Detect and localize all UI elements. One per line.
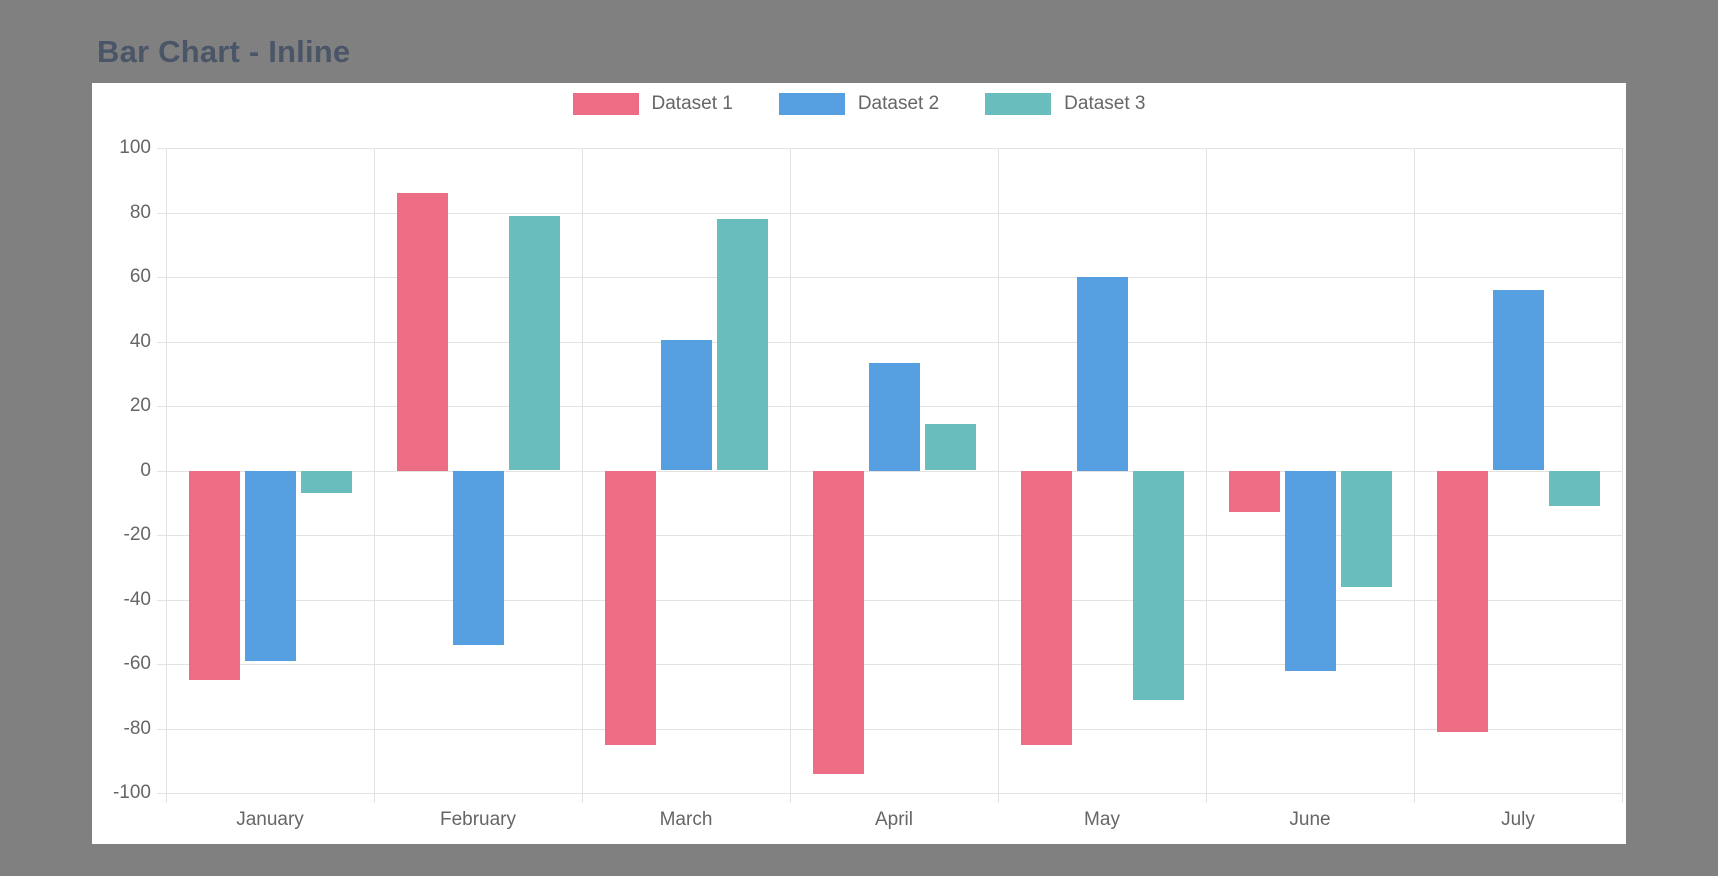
- x-gridline: [374, 148, 375, 803]
- bar-dataset-2-february[interactable]: [453, 470, 504, 645]
- bar-dataset-1-may[interactable]: [1021, 470, 1072, 745]
- y-gridline: [157, 213, 1622, 214]
- y-axis-tick-label: 20: [129, 395, 151, 416]
- y-gridline: [157, 729, 1622, 730]
- y-gridline: [157, 793, 1622, 794]
- x-gridline: [1206, 148, 1207, 803]
- bar-dataset-2-march[interactable]: [661, 339, 712, 471]
- y-axis-tick-label: -80: [123, 718, 151, 739]
- x-axis-tick-label: April: [874, 809, 913, 830]
- y-axis-tick-label: 0: [140, 460, 151, 481]
- bar-dataset-1-june[interactable]: [1229, 470, 1280, 513]
- x-axis-tick-label: February: [439, 809, 517, 830]
- x-axis-tick-label: July: [1501, 809, 1535, 830]
- y-gridline: [157, 600, 1622, 601]
- legend-item-dataset-3[interactable]: Dataset 3: [985, 93, 1145, 115]
- y-gridline: [157, 664, 1622, 665]
- legend-item-dataset-2[interactable]: Dataset 2: [778, 93, 940, 115]
- bar-dataset-2-january[interactable]: [245, 470, 296, 661]
- x-axis-tick-label: January: [236, 809, 304, 830]
- bar-dataset-3-july[interactable]: [1549, 470, 1600, 506]
- chart-title: Bar Chart - Inline: [97, 34, 351, 69]
- chart-canvas[interactable]: 100 80 60 40 20 0 -20 -40 -60 -80 -100 January Febru…: [92, 83, 1626, 844]
- legend-label: Dataset 1: [651, 93, 733, 114]
- bar-dataset-1-february[interactable]: [397, 193, 448, 471]
- x-gridline: [1414, 148, 1415, 803]
- y-gridline: [157, 342, 1622, 343]
- legend-item-dataset-1[interactable]: Dataset 1: [572, 93, 733, 115]
- bar-dataset-3-june[interactable]: [1341, 470, 1392, 587]
- bar-dataset-1-july[interactable]: [1437, 470, 1488, 732]
- x-gridline: [582, 148, 583, 803]
- bar-dataset-3-march[interactable]: [717, 218, 768, 471]
- bar-dataset-2-june[interactable]: [1285, 470, 1336, 671]
- legend-label: Dataset 2: [857, 93, 940, 114]
- chart-legend: Dataset 1 Dataset 2 Dataset 3: [92, 93, 1626, 115]
- y-axis-tick-label: -40: [123, 589, 151, 610]
- y-axis-tick-label: 100: [119, 137, 151, 158]
- legend-swatch-icon: [778, 93, 845, 115]
- legend-label: Dataset 3: [1064, 93, 1146, 114]
- bar-dataset-2-april[interactable]: [869, 362, 920, 471]
- chart-panel: Dataset 1 Dataset 2 Dataset 3 100 80 60 40 20 0…: [92, 83, 1626, 844]
- x-gridline: [998, 148, 999, 803]
- y-axis-tick-label: -100: [112, 782, 151, 803]
- x-gridline: [790, 148, 791, 803]
- x-gridline: [1622, 148, 1623, 803]
- legend-swatch-icon: [985, 93, 1052, 115]
- y-gridline: [157, 148, 1622, 149]
- bar-dataset-1-january[interactable]: [189, 470, 240, 681]
- y-gridline: [157, 277, 1622, 278]
- bar-dataset-1-march[interactable]: [605, 470, 656, 745]
- bar-dataset-3-january[interactable]: [301, 470, 352, 494]
- x-axis-tick-label: March: [659, 809, 713, 830]
- bar-dataset-3-may[interactable]: [1133, 470, 1184, 700]
- y-axis-tick-label: -20: [123, 524, 151, 545]
- bar-dataset-1-april[interactable]: [813, 470, 864, 774]
- bar-dataset-3-february[interactable]: [509, 215, 560, 471]
- x-axis-tick-label: May: [1084, 809, 1120, 830]
- y-gridline: [157, 471, 1622, 472]
- y-axis-tick-label: 40: [129, 331, 151, 352]
- y-axis-tick-label: 60: [129, 266, 151, 287]
- x-axis-tick-label: June: [1289, 809, 1331, 830]
- bar-dataset-2-july[interactable]: [1493, 289, 1544, 471]
- y-axis-tick-label: -60: [123, 653, 151, 674]
- y-axis-tick-label: 80: [129, 202, 151, 223]
- x-gridline: [166, 148, 167, 803]
- bar-dataset-2-may[interactable]: [1077, 277, 1128, 471]
- legend-swatch-icon: [572, 93, 639, 115]
- y-gridline: [157, 535, 1622, 536]
- bar-dataset-3-april[interactable]: [925, 423, 976, 471]
